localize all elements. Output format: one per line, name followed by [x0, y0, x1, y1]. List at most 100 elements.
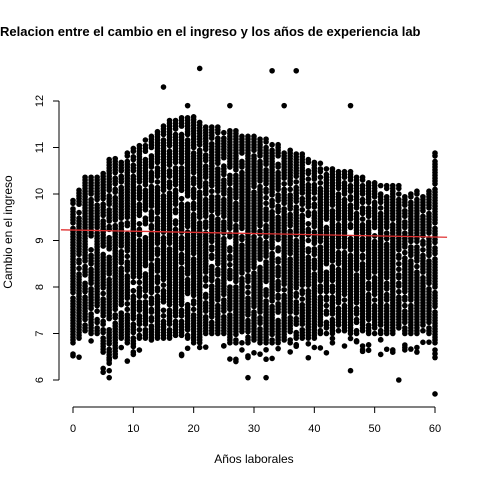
data-point [148, 169, 155, 176]
data-point [190, 256, 197, 262]
data-point [202, 283, 209, 289]
data-point [94, 325, 100, 331]
data-point [275, 264, 281, 271]
data-point [317, 345, 324, 351]
data-point [347, 202, 354, 208]
data-point [396, 272, 402, 278]
data-point [269, 303, 275, 310]
data-point-outlier [269, 67, 275, 74]
data-point [215, 277, 221, 284]
data-point [263, 356, 269, 363]
data-point [215, 302, 221, 309]
data-point [383, 280, 390, 287]
data-point [178, 318, 185, 325]
data-point [426, 339, 432, 345]
data-point [275, 192, 281, 198]
data-point [305, 226, 312, 233]
data-point [275, 203, 281, 209]
data-point [154, 165, 161, 171]
data-point [293, 299, 300, 305]
data-point [100, 365, 106, 372]
data-point [365, 205, 372, 211]
data-point [377, 182, 384, 189]
data-point-outlier [106, 356, 112, 362]
data-point [353, 327, 360, 334]
data-point [130, 173, 137, 180]
data-point [88, 338, 94, 344]
data-point [293, 290, 300, 297]
data-point [287, 192, 294, 198]
data-point [383, 182, 390, 189]
data-point [408, 191, 414, 197]
data-point [353, 316, 360, 323]
reference-line-group [60, 229, 448, 238]
data-point [184, 345, 191, 352]
data-point [239, 158, 245, 165]
data-point [124, 158, 131, 165]
data-point [432, 354, 438, 361]
data-point [359, 205, 366, 211]
data-point [305, 176, 312, 182]
data-point [311, 271, 318, 277]
y-axis-label: Cambio en el ingreso [1, 175, 15, 289]
data-point [94, 316, 100, 323]
data-point [251, 350, 257, 356]
data-point [365, 322, 372, 328]
y-tick-label: 8 [34, 284, 46, 290]
data-point [341, 297, 348, 303]
data-point [281, 186, 287, 193]
data-point [245, 334, 251, 341]
data-point [100, 218, 106, 224]
data-point [263, 346, 269, 353]
data-point [287, 314, 294, 321]
data-point [420, 213, 426, 220]
data-point [227, 245, 233, 251]
data-point [353, 272, 360, 278]
data-point [365, 342, 372, 348]
x-tick-label: 0 [70, 423, 76, 435]
data-point [136, 285, 143, 291]
data-point [402, 325, 408, 331]
data-point [371, 330, 378, 337]
data-points [70, 65, 438, 397]
data-point [202, 180, 209, 186]
data-point [76, 354, 82, 360]
data-point [420, 252, 426, 259]
data-point [335, 249, 342, 256]
data-point [251, 153, 257, 159]
y-tick-label: 12 [34, 95, 46, 107]
data-point [275, 141, 281, 148]
chart-title: Relacion entre el cambio en el ingreso y… [0, 24, 421, 39]
data-point [160, 313, 167, 319]
data-point [221, 219, 227, 225]
data-point [432, 186, 438, 193]
data-point [239, 347, 245, 353]
data-point-outlier [311, 344, 318, 351]
data-point [275, 345, 281, 352]
data-point-outlier [329, 340, 336, 346]
data-point [106, 234, 112, 241]
data-point [432, 150, 438, 156]
data-point [100, 369, 106, 376]
data-point [70, 351, 76, 357]
data-point [257, 136, 263, 142]
data-point-outlier [227, 102, 233, 109]
regression-line [60, 229, 448, 238]
data-point [221, 196, 227, 203]
data-point [329, 263, 336, 270]
data-point [130, 145, 137, 152]
data-point [100, 296, 106, 302]
data-point [257, 158, 263, 165]
data-point [305, 237, 312, 244]
data-point [166, 326, 173, 333]
data-point [245, 289, 251, 296]
data-point [402, 308, 408, 314]
data-point [287, 349, 294, 355]
data-point [112, 312, 119, 318]
data-point [359, 252, 366, 259]
data-point [263, 194, 269, 201]
data-point [426, 210, 432, 217]
data-point [335, 327, 342, 334]
data-point [154, 285, 161, 291]
